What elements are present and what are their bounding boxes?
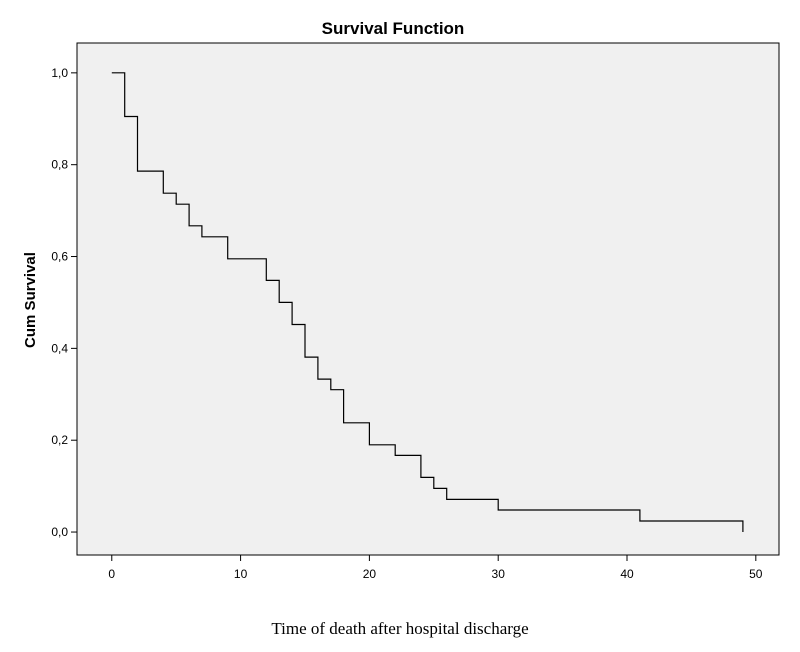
- chart-title: Survival Function: [322, 19, 465, 38]
- y-tick-label: 0,0: [51, 525, 68, 539]
- y-axis-label: Cum Survival: [22, 252, 39, 348]
- y-tick-label: 0,6: [51, 250, 68, 264]
- y-tick-label: 0,8: [51, 158, 68, 172]
- x-tick-label: 30: [492, 567, 506, 581]
- survival-step-line: [111, 72, 744, 532]
- y-tick-label: 0,2: [51, 433, 68, 447]
- x-axis-label: Time of death after hospital discharge: [271, 619, 529, 638]
- x-axis: 0 10 20 30 40 50: [108, 555, 763, 581]
- y-axis: 0,0 0,2 0,4 0,6 0,8 1,0: [51, 66, 77, 539]
- x-tick-label: 40: [620, 567, 634, 581]
- x-tick-label: 20: [363, 567, 377, 581]
- x-tick-label: 0: [108, 567, 115, 581]
- x-tick-label: 50: [749, 567, 763, 581]
- y-tick-label: 1,0: [51, 66, 68, 80]
- plot-area: [76, 42, 780, 556]
- x-tick-label: 10: [234, 567, 248, 581]
- y-tick-label: 0,4: [51, 341, 68, 355]
